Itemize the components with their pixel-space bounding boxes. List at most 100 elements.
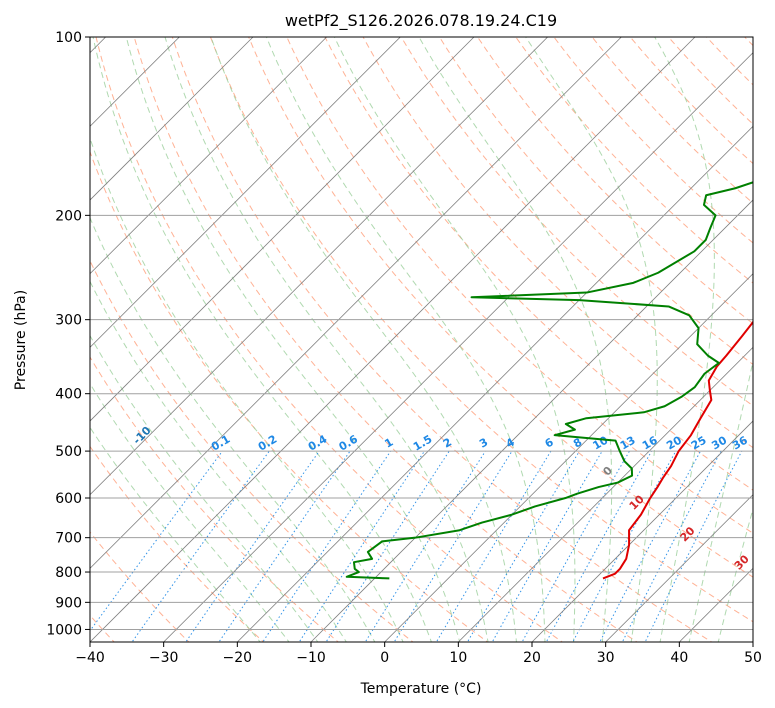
moist-adiabat xyxy=(90,334,319,642)
isotherm xyxy=(384,273,753,642)
y-tick-label: 600 xyxy=(55,491,82,507)
moist-adiabat xyxy=(90,216,376,642)
moist-adiabat xyxy=(90,382,290,642)
mixing-ratio-line xyxy=(466,450,580,642)
dry-adiabat xyxy=(90,356,339,642)
mixing-ratio-label: 16 xyxy=(640,433,660,452)
y-tick-label: 900 xyxy=(55,595,82,611)
mixing-ratio-label: 6 xyxy=(543,435,556,450)
isotherm xyxy=(310,199,753,642)
dry-adiabat-label: -10 xyxy=(130,424,153,447)
isotherm xyxy=(237,125,753,642)
dry-adiabat xyxy=(286,37,753,534)
temperature-line xyxy=(602,320,753,580)
y-axis-title: Pressure (hPa) xyxy=(13,290,29,390)
mixing-ratio-label: 0.4 xyxy=(306,432,330,453)
mixing-ratio-line xyxy=(90,450,223,632)
isotherm xyxy=(90,37,622,569)
dry-adiabat xyxy=(90,259,414,642)
isotherm xyxy=(531,420,753,642)
y-tick-label: 200 xyxy=(55,208,82,224)
moist-adiabat xyxy=(418,37,613,642)
mixing-ratio-label: 3 xyxy=(477,436,490,451)
dry-adiabat xyxy=(705,37,753,86)
mixing-ratio-line xyxy=(599,450,701,642)
x-tick-label: −40 xyxy=(75,650,105,666)
x-tick-label: −20 xyxy=(223,650,253,666)
mixing-ratio-label: 25 xyxy=(689,434,709,453)
isotherm xyxy=(90,37,475,422)
mixing-ratio-line xyxy=(185,450,320,642)
chart-title: wetPf2_S126.2026.078.19.24.C19 xyxy=(285,11,557,31)
mixing-ratio-label: 20 xyxy=(664,433,684,452)
mixing-ratio-line xyxy=(218,450,351,642)
dry-adiabat xyxy=(770,24,775,645)
y-tick-label: 1000 xyxy=(46,622,82,638)
mixing-ratio-line xyxy=(131,450,270,642)
x-tick-label: 20 xyxy=(523,650,541,666)
moist-adiabat xyxy=(688,358,753,642)
dry-adiabat xyxy=(400,37,753,407)
isotherm xyxy=(163,52,753,642)
x-tick-label: 40 xyxy=(670,650,688,666)
mixing-ratio-label: 1 xyxy=(382,436,395,451)
mixing-ratio-label: 0.6 xyxy=(337,432,361,453)
dry-adiabat xyxy=(90,150,489,642)
dry-adiabat xyxy=(667,37,753,125)
x-axis-title: Temperature (°C) xyxy=(360,681,482,697)
y-tick-label: 500 xyxy=(55,444,82,460)
y-tick-label: 100 xyxy=(55,30,82,46)
x-tick-label: 0 xyxy=(380,650,389,666)
y-tick-label: 400 xyxy=(55,387,82,403)
x-tick-label: 30 xyxy=(597,650,615,666)
dry-adiabat xyxy=(744,37,753,47)
y-tick-label: 700 xyxy=(55,531,82,547)
y-tick-label: 300 xyxy=(55,313,82,329)
x-tick-label: −30 xyxy=(149,650,179,666)
mixing-ratio-label: 0.2 xyxy=(256,433,279,454)
dry-adiabat xyxy=(515,37,753,284)
y-tick-label: 800 xyxy=(55,565,82,581)
mixing-ratio-line xyxy=(621,450,722,642)
moist-adiabat-label: 30 xyxy=(732,552,752,572)
background-lines xyxy=(90,24,775,645)
isotherm xyxy=(90,37,548,496)
isotherm xyxy=(679,567,753,642)
mixing-ratio-label: 36 xyxy=(730,433,750,452)
dry-adiabat xyxy=(362,37,753,449)
x-tick-label: 10 xyxy=(449,650,467,666)
dry-adiabat xyxy=(476,37,753,325)
mixing-ratio-label: 1.5 xyxy=(411,433,434,454)
moist-adiabat xyxy=(90,426,261,642)
moist-adiabat xyxy=(525,37,658,642)
moist-adiabat-label: 0 xyxy=(600,464,615,479)
mixing-ratio-label: 2 xyxy=(441,436,454,451)
mixing-ratio-label: 0.1 xyxy=(209,433,232,454)
dry-adiabat xyxy=(133,37,638,642)
dry-adiabat xyxy=(248,37,753,578)
mixing-ratio-label: 10 xyxy=(591,433,611,452)
moist-adiabat xyxy=(90,280,347,642)
moist-adiabat-label: 20 xyxy=(678,524,698,544)
dry-adiabat xyxy=(591,37,753,204)
mixing-ratio-line xyxy=(262,450,392,642)
isotherm xyxy=(605,494,753,642)
moist-adiabat xyxy=(654,37,715,642)
moist-adiabat xyxy=(717,506,753,642)
mixing-ratio-line xyxy=(298,450,425,642)
isotherm xyxy=(90,37,254,201)
dry-adiabat xyxy=(324,37,753,491)
x-tick-label: −10 xyxy=(296,650,326,666)
x-tick-label: 50 xyxy=(744,650,762,666)
isotherm xyxy=(90,37,401,348)
isotherm xyxy=(90,37,696,642)
dry-adiabat xyxy=(438,37,753,366)
line-labels: 0.10.20.40.611.52346810131620253036-100-… xyxy=(130,424,752,573)
isotherm xyxy=(90,37,327,275)
moist-adiabat xyxy=(164,37,489,642)
moist-adiabat xyxy=(92,37,432,642)
moist-adiabat xyxy=(265,37,546,642)
mixing-ratio-line xyxy=(364,450,486,642)
